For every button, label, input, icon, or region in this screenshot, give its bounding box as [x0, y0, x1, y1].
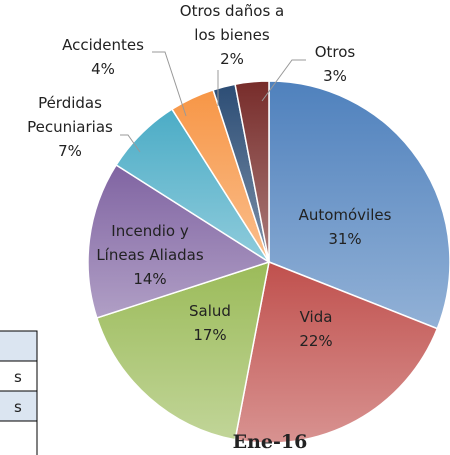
table-cell-text: s: [14, 368, 22, 386]
slice-group: [95, 260, 270, 441]
table-cell: [0, 420, 38, 455]
value-label: 4%: [91, 60, 115, 78]
pie-slice: [234, 260, 439, 444]
pie-slice: [268, 80, 450, 330]
leader-line: [120, 134, 141, 153]
slice-label: Otros: [315, 43, 356, 61]
slice-label: Automóviles: [299, 206, 392, 224]
table-cell: [0, 330, 38, 362]
value-label: 17%: [193, 326, 226, 344]
slice-label: Incendio y Líneas Aliadas: [96, 222, 204, 264]
table-cell: [0, 390, 38, 422]
pie-slice: [87, 163, 271, 319]
value-label: 31%: [328, 230, 361, 248]
table-cell-text: s: [14, 398, 22, 416]
slice-group: [268, 80, 450, 330]
slice-label: Vida: [300, 308, 333, 326]
value-label: 3%: [323, 67, 347, 85]
leader-lines: [120, 51, 306, 153]
table-fragment: s s: [0, 330, 38, 455]
slice-label: Otros daños a los bienes: [180, 2, 284, 44]
value-label: 2%: [220, 50, 244, 68]
slice-group: [234, 260, 439, 444]
value-label: 14%: [133, 270, 166, 288]
slice-label: Accidentes: [62, 36, 144, 54]
value-label: 7%: [58, 142, 82, 160]
table-cell: [0, 360, 38, 392]
leader-line: [152, 51, 187, 117]
slice-label: Salud: [189, 302, 231, 320]
pie-slice: [234, 80, 270, 263]
leader-line: [261, 59, 306, 102]
slice-group: [234, 80, 270, 263]
pie-slice: [95, 260, 270, 441]
slice-group: [87, 163, 271, 319]
slice-label: Pérdidas Pecuniarias: [27, 94, 113, 136]
value-label: 22%: [299, 332, 332, 350]
chart-title: Ene-16: [233, 431, 308, 453]
